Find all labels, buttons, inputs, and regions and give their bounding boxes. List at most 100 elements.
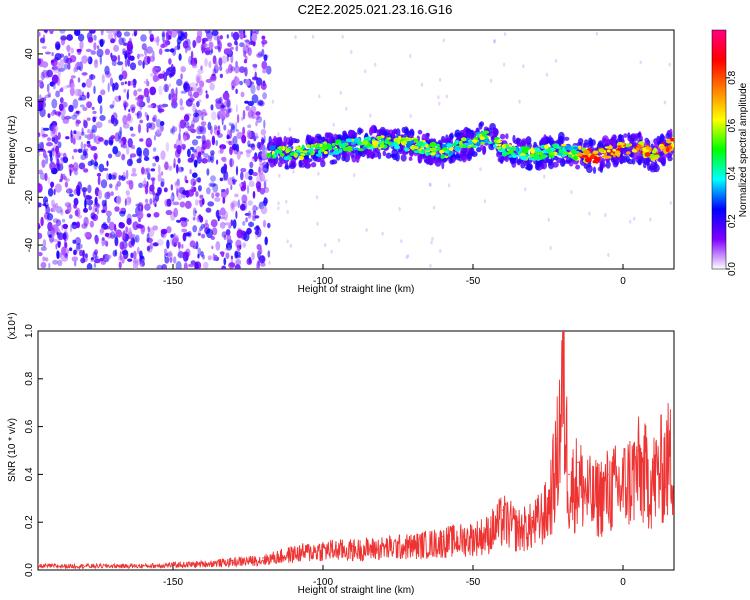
noise-blob [171,125,175,135]
signal-core [332,150,340,155]
noise-blob [122,143,127,149]
noise-blob [241,117,244,121]
noise-blob [221,251,225,258]
noise-blob [87,160,93,167]
noise-blob [60,209,64,216]
signal-band [547,161,555,170]
noise-blob [97,189,103,200]
sparse-noise [431,236,434,241]
noise-blob [113,82,119,91]
noise-blob [222,156,227,163]
signal-core [273,153,277,158]
noise-blob [228,108,231,113]
signal-band [385,152,392,159]
noise-blob [53,188,56,196]
noise-blob [41,61,49,68]
noise-blob [173,234,179,245]
noise-blob [263,187,270,193]
noise-blob [137,123,142,134]
sparse-noise [286,239,289,244]
snr-x-label: Height of straight line (km) [298,585,415,596]
noise-blob [140,166,145,175]
signal-core [651,150,657,154]
signal-core [483,130,490,134]
noise-blob [217,125,221,130]
noise-blob [104,65,110,76]
signal-core [333,147,338,151]
signal-core [387,137,392,140]
noise-blob [196,76,200,84]
noise-blob [147,226,150,230]
sparse-noise [409,113,412,118]
noise-blob [161,103,169,108]
noise-blob [79,249,84,257]
noise-blob [241,194,248,204]
noise-blob [57,68,61,78]
snr-point [673,437,674,440]
noise-blob [38,183,43,193]
noise-blob [84,231,91,238]
noise-blob [61,218,66,223]
noise-blob [127,113,132,122]
noise-blob [241,134,247,144]
noise-blob [149,86,157,96]
snr-y-ticks: 0.0 0.2 0.4 0.6 0.8 1.0 [24,324,43,577]
noise-blob [47,176,51,185]
noise-blob [200,223,206,229]
signal-band [328,137,333,145]
noise-blob [157,238,164,246]
noise-blob [81,131,85,136]
noise-blob [128,109,131,113]
noise-blob [252,156,259,160]
noise-blob [196,135,202,139]
noise-blob [121,250,128,256]
snr-point [577,461,579,464]
sparse-noise [547,217,550,222]
colorbar-tick-label: 0.0 [727,262,738,276]
noise-blob [239,183,243,187]
noise-blob [139,138,144,142]
noise-blob [90,50,97,55]
sparse-noise [278,173,281,178]
noise-blob [76,61,80,67]
signal-band [267,157,272,163]
sparse-noise [570,190,573,195]
noise-blob [207,201,215,207]
noise-blob [120,81,125,86]
signal-core [508,155,512,158]
noise-blob [38,132,41,137]
spectrogram-x-label: Height of straight line (km) [298,284,415,295]
noise-blob [261,150,268,160]
noise-blob [238,66,246,73]
noise-blob [79,104,85,108]
signal-core [301,144,305,150]
snr-point [442,535,444,538]
noise-blob [59,30,66,34]
sparse-noise [429,182,432,187]
noise-blob [128,197,132,204]
noise-blob [230,54,234,64]
snr-point [472,531,474,533]
signal-band [324,132,329,139]
noise-blob [93,258,101,264]
noise-blob [207,121,212,131]
signal-band [271,138,277,145]
noise-blob [180,217,187,222]
noise-blob [254,230,260,236]
noise-blob [256,244,262,251]
noise-blob [91,124,98,133]
noise-blob [203,261,209,269]
noise-blob [54,111,62,116]
sparse-noise [317,171,320,176]
noise-blob [177,194,183,201]
noise-blob [75,243,83,250]
noise-blob [214,254,218,261]
noise-blob [118,135,122,144]
noise-blob [223,170,229,181]
noise-blob [142,60,145,69]
noise-blob [230,124,236,134]
signal-band [586,164,593,174]
noise-blob [219,35,223,40]
signal-core [479,136,485,141]
noise-blob [184,200,192,209]
